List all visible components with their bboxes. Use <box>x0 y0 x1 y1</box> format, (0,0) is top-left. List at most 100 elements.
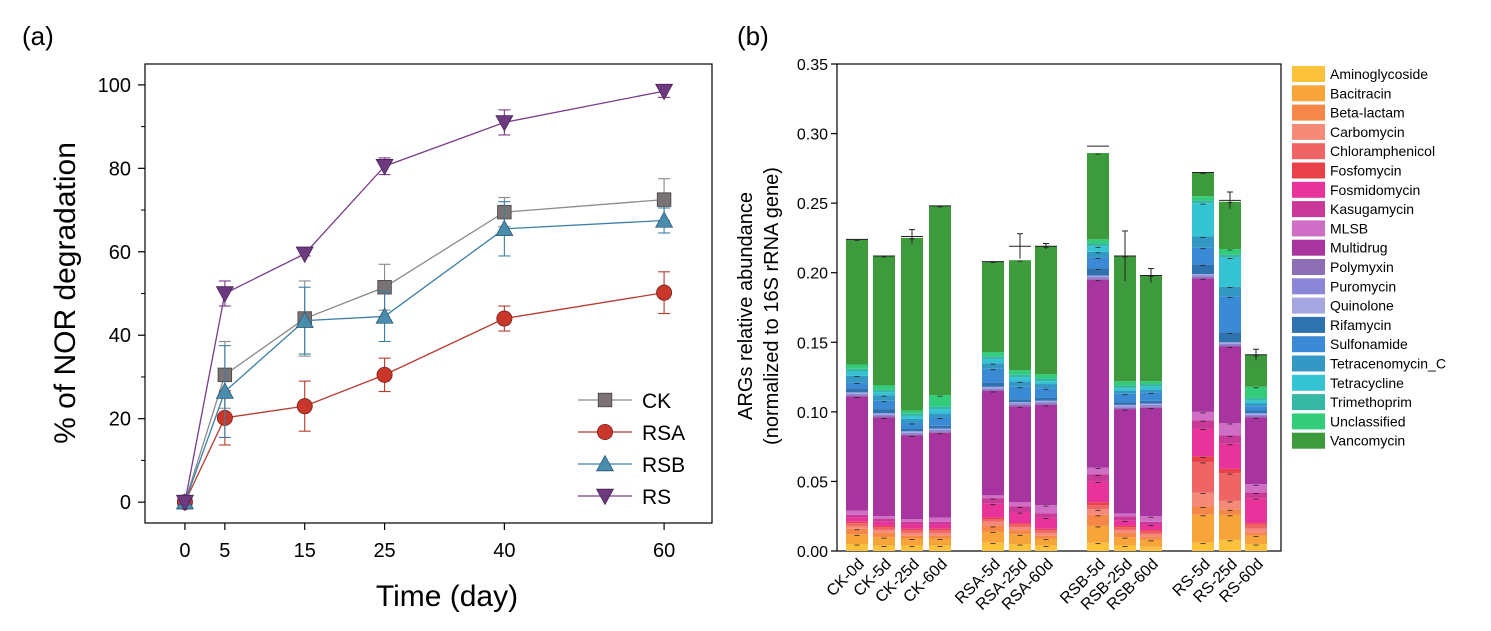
panel-b-axes: 0.00 0.05 0.10 0.15 0.20 0.25 0.30 0.35 <box>797 57 1282 561</box>
bar-segment-carbomycin <box>846 525 868 529</box>
bar-segment-tetracenomycin-c <box>982 363 1004 369</box>
bar-segment-beta-lactam <box>846 528 868 535</box>
bar-segment-multidrug <box>929 432 951 518</box>
bar-segment-tetracycline <box>1009 377 1031 382</box>
panel-b-stacked-bar-chart: (b) ARGs relative abundance (normalized … <box>735 21 1446 614</box>
bar-segment-sulfonamide <box>1087 257 1109 269</box>
bar-segment-aminoglycoside <box>1245 544 1267 551</box>
bar-segment-rifamycin <box>873 409 895 414</box>
bar-segment-multidrug <box>1140 407 1162 517</box>
series-rsb <box>175 201 674 510</box>
data-point-rsa <box>376 366 393 383</box>
panel-b-y-tick-label: 0.25 <box>797 196 828 213</box>
legend-swatch-sulfonamide <box>1292 336 1325 353</box>
bar-segment-sulfonamide <box>1009 386 1031 400</box>
data-point-rsa <box>296 398 313 415</box>
bar-segment-aminoglycoside <box>1087 542 1109 551</box>
legend-entry-aminoglycoside: Aminoglycoside <box>1292 66 1428 82</box>
bar-segment-chloramphenicol <box>1140 531 1162 535</box>
bar-segment-rifamycin <box>846 388 868 393</box>
bar-segment-sulfonamide <box>982 368 1004 383</box>
bar-segment-puromycin <box>873 414 895 417</box>
legend-entry-rs: RS <box>578 486 671 509</box>
legend-label-trimethoprim: Trimethoprim <box>1330 394 1412 410</box>
bar-segment-tetracycline <box>929 409 951 414</box>
bar-segment-bacitracin <box>1114 537 1136 546</box>
bar-segment-beta-lactam <box>929 535 951 539</box>
bar-segment-quinolone <box>1009 402 1031 404</box>
legend-swatch-vancomycin <box>1292 432 1325 449</box>
bar-segment-polymyxin <box>929 431 951 433</box>
bar-segment-chloramphenicol <box>1192 461 1214 493</box>
panel-b-y-tick-label: 0.20 <box>797 266 828 283</box>
bar-segment-tetracycline <box>1192 203 1214 237</box>
bar-segment-kasugamycin <box>1035 513 1057 518</box>
bar-segment-aminoglycoside <box>1219 539 1241 551</box>
bar-segment-vancomycin <box>1035 246 1057 375</box>
bar-segment-bacitracin <box>1087 525 1109 543</box>
bar-segment-vancomycin <box>929 205 951 396</box>
bar-segment-mlsb <box>1114 513 1136 517</box>
bar-segment-tetracycline <box>1035 381 1057 385</box>
panel-a-y-tick-label: 40 <box>109 325 131 347</box>
bar-segment-multidrug <box>846 396 868 511</box>
bar-segment-kasugamycin <box>1140 521 1162 525</box>
bar-segment-multidrug <box>1245 417 1267 485</box>
bar-segment-polymyxin <box>1192 276 1214 279</box>
bar-segment-vancomycin <box>1114 256 1136 382</box>
bar-segment-quinolone <box>1087 275 1109 277</box>
bar-segment-beta-lactam <box>873 532 895 538</box>
bar-segment-bacitracin <box>1009 534 1031 545</box>
legend-entry-trimethoprim: Trimethoprim <box>1292 394 1412 411</box>
bar-segment-fosfomycin <box>846 521 868 524</box>
legend-entry-unclassified: Unclassified <box>1292 413 1405 430</box>
bar-segment-puromycin <box>1114 406 1136 408</box>
panel-b-y-tick-label: 0.30 <box>797 127 828 144</box>
bar-segment-aminoglycoside <box>929 545 951 551</box>
bar-segment-unclassified <box>1035 374 1057 379</box>
bar-segment-tetracenomycin-c <box>1114 390 1136 394</box>
legend-entry-tetracycline: Tetracycline <box>1292 374 1404 391</box>
legend-label-multidrug: Multidrug <box>1330 240 1388 256</box>
panel-a-legend: CK RSA RSB RS <box>578 390 685 509</box>
bar-segment-fosfomycin <box>1192 456 1214 462</box>
bar-segment-kasugamycin <box>982 498 1004 504</box>
legend-entry-chloramphenicol: Chloramphenicol <box>1292 143 1435 160</box>
bar-segment-kasugamycin <box>873 518 895 522</box>
bar-segment-tetracenomycin-c <box>1009 381 1031 387</box>
bar-segment-quinolone <box>1114 404 1136 407</box>
bar-segment-chloramphenicol <box>901 530 923 533</box>
bar-segment-tetracycline <box>1245 400 1267 404</box>
legend-entry-carbomycin: Carbomycin <box>1292 124 1405 140</box>
panel-a-x-tick-label: 60 <box>653 540 675 562</box>
bar-segment-vancomycin <box>1192 172 1214 197</box>
bar-segment-bacitracin <box>982 531 1004 543</box>
legend-swatch-rifamycin <box>1292 316 1325 333</box>
legend-entry-vancomycin: Vancomycin <box>1292 432 1405 449</box>
bar-segment-kasugamycin <box>1219 435 1241 444</box>
bar-rs-25d: RS-25d <box>1190 191 1241 606</box>
series-rs <box>175 83 674 512</box>
data-point-rs <box>375 159 394 176</box>
panel-a-plot-frame <box>144 63 713 524</box>
bar-segment-polymyxin <box>982 389 1004 391</box>
bar-segment-tetracenomycin-c <box>873 395 895 401</box>
bar-segment-aminoglycoside <box>1140 546 1162 551</box>
bar-segment-fosfomycin <box>1140 530 1162 532</box>
bar-segment-unclassified <box>1114 381 1136 386</box>
legend-label-rs: RS <box>642 486 671 509</box>
bar-segment-tetracenomycin-c <box>1035 384 1057 389</box>
bar-segment-tetracenomycin-c <box>1245 403 1267 407</box>
legend-label-fosfomycin: Fosfomycin <box>1330 163 1402 179</box>
bar-segment-quinolone <box>873 413 895 415</box>
legend-label-kasugamycin: Kasugamycin <box>1330 201 1414 217</box>
bar-segment-carbomycin <box>901 532 923 536</box>
bar-segment-sulfonamide <box>1035 388 1057 398</box>
legend-label-beta-lactam: Beta-lactam <box>1330 105 1405 121</box>
bar-segment-tetracycline <box>982 358 1004 364</box>
bar-segment-rifamycin <box>1114 402 1136 405</box>
legend-swatch-quinolone <box>1292 297 1325 314</box>
panel-a-line-chart: (a) Time (day) % of NOR degradation 0 5 15… <box>22 21 713 613</box>
panel-a-x-tick-label: 5 <box>219 540 230 562</box>
bar-segment-tetracenomycin-c <box>1140 389 1162 393</box>
